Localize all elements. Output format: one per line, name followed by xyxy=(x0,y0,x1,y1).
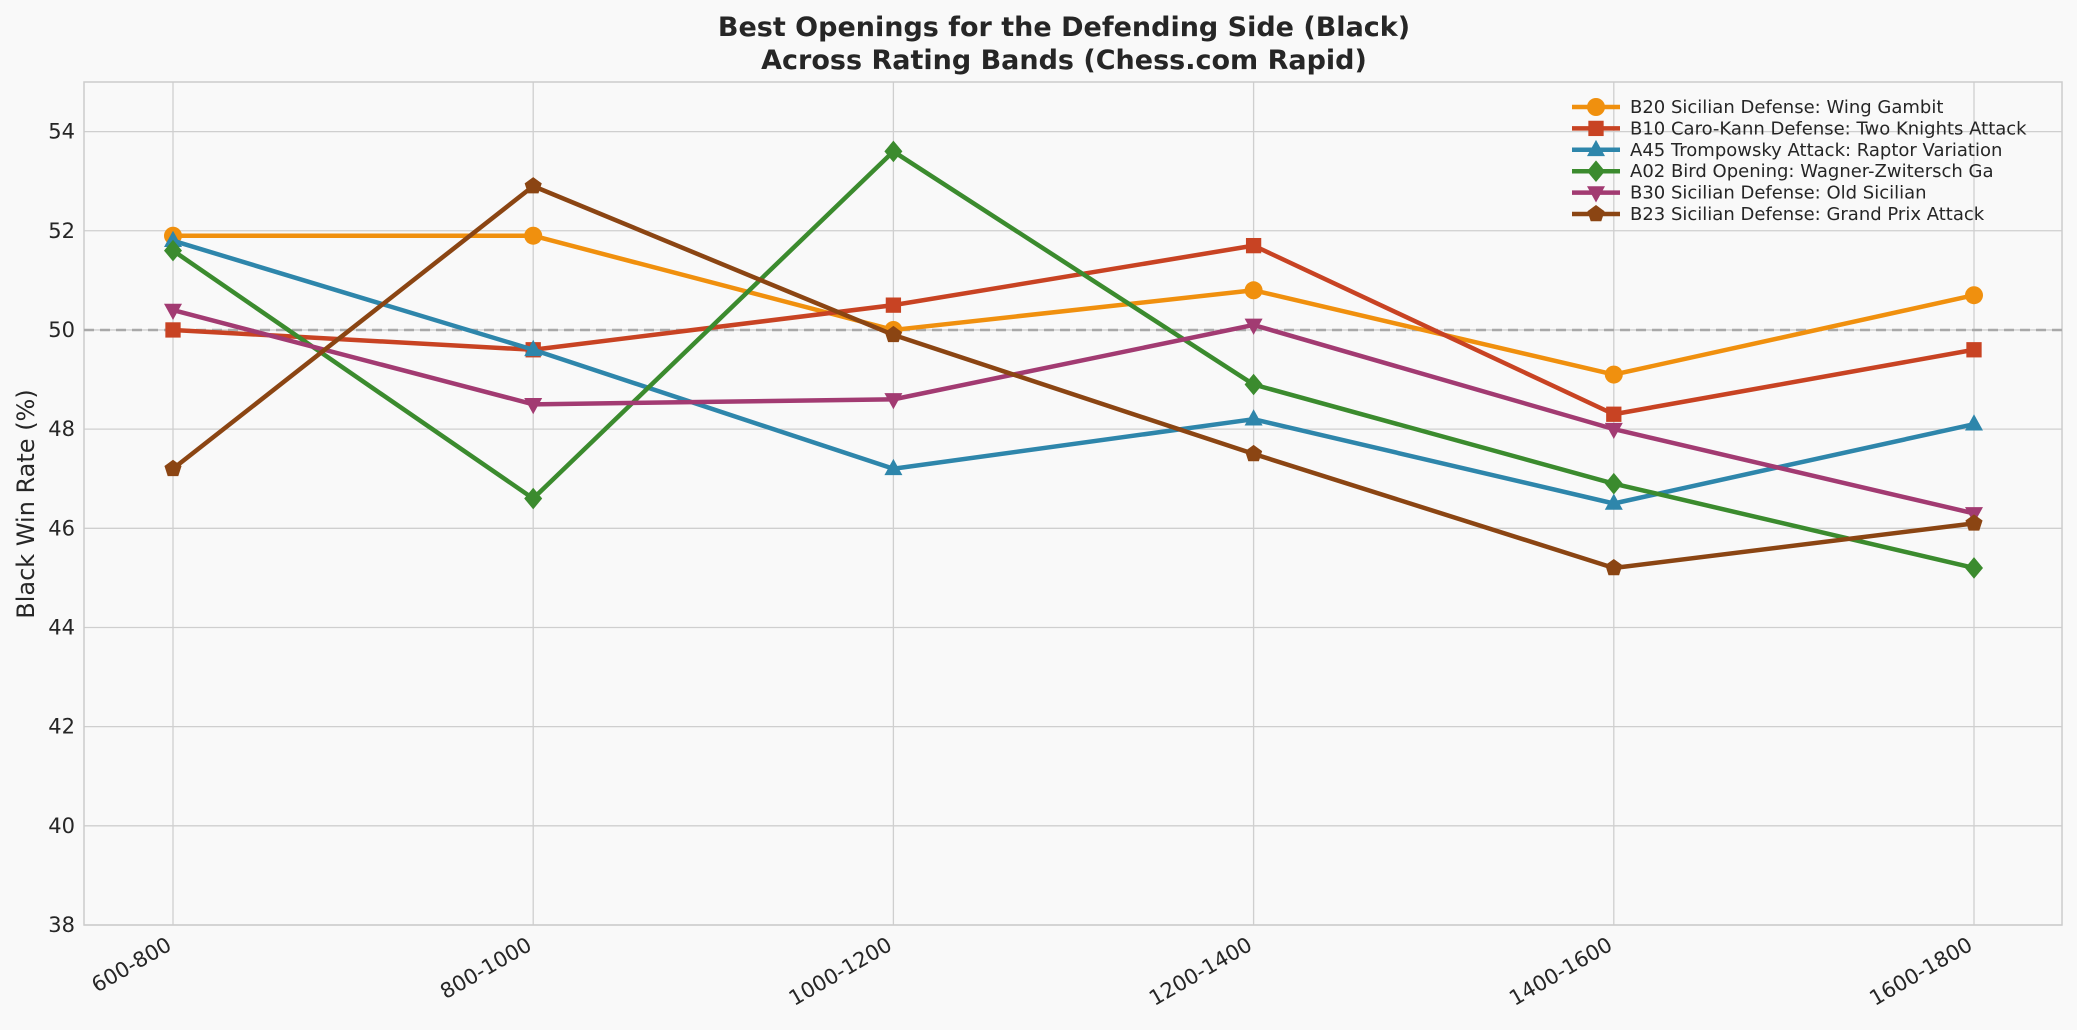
series-line xyxy=(170,183,1977,571)
data-point-marker xyxy=(1605,558,1623,576)
data-point-marker xyxy=(1604,422,1623,440)
data-point-marker xyxy=(1606,406,1622,422)
data-point-marker xyxy=(1244,281,1263,300)
legend-marker xyxy=(1587,160,1605,182)
legend-label: B23 Sicilian Defense: Grand Prix Attack xyxy=(1630,204,1985,225)
data-point-marker xyxy=(164,230,182,247)
y-tick-label: 46 xyxy=(48,516,75,540)
data-point-marker xyxy=(1604,472,1623,495)
legend-marker xyxy=(1587,186,1605,203)
data-point-marker xyxy=(524,177,542,194)
legend-marker xyxy=(1587,205,1605,222)
data-point-marker xyxy=(1965,557,1983,579)
y-tick-label: 40 xyxy=(48,814,75,838)
legend-entry-5: B23 Sicilian Defense: Grand Prix Attack xyxy=(1572,204,1985,225)
series-line xyxy=(170,307,1977,516)
y-tick-label: 38 xyxy=(48,913,75,937)
series-line xyxy=(170,149,1977,571)
series-line xyxy=(170,243,1977,417)
data-point-marker xyxy=(884,458,903,476)
legend-entry-1: B10 Caro-Kann Defense: Two Knights Attac… xyxy=(1572,118,2027,139)
legend-entry-3: A02 Bird Opening: Wagner-Zwitersch Ga xyxy=(1572,160,1994,182)
y-tick-label: 48 xyxy=(48,417,75,441)
y-axis-label: Black Win Rate (%) xyxy=(12,389,40,618)
legend-label: A45 Trompowsky Attack: Raptor Variation xyxy=(1630,140,2002,161)
data-point-marker xyxy=(884,140,903,163)
chart-title-line1: Best Openings for the Defending Side (Bl… xyxy=(718,12,1410,43)
series-5 xyxy=(164,177,1983,576)
legend-marker xyxy=(1587,98,1605,116)
data-point-marker xyxy=(524,487,543,510)
legend-entry-2: A45 Trompowsky Attack: Raptor Variation xyxy=(1572,140,2002,161)
y-tick-label: 42 xyxy=(48,715,75,739)
data-point-marker xyxy=(1965,286,1983,305)
data-point-marker xyxy=(164,459,182,477)
y-tick-label: 54 xyxy=(48,120,75,144)
series-4 xyxy=(164,303,1983,524)
series-2 xyxy=(164,230,1983,510)
data-point-marker xyxy=(524,339,543,357)
data-point-marker xyxy=(165,322,181,338)
series-line xyxy=(170,238,1977,506)
y-tick-label: 52 xyxy=(48,219,75,243)
legend-label: A02 Bird Opening: Wagner-Zwitersch Ga xyxy=(1630,161,1994,182)
legend-entry-0: B20 Sicilian Defense: Wing Gambit xyxy=(1572,97,1943,118)
plot-frame xyxy=(83,81,2063,926)
legend-entry-4: B30 Sicilian Defense: Old Sicilian xyxy=(1572,183,1927,204)
data-point-marker xyxy=(1245,444,1263,462)
plot-background xyxy=(84,82,2062,925)
y-tick-label: 44 xyxy=(48,615,75,639)
data-point-marker xyxy=(1244,318,1263,335)
data-point-marker xyxy=(885,297,902,313)
data-point-marker xyxy=(1604,493,1623,510)
data-point-marker xyxy=(164,303,182,321)
data-point-marker xyxy=(1604,365,1623,384)
data-point-marker xyxy=(524,226,543,245)
legend-marker xyxy=(1587,139,1605,157)
data-point-marker xyxy=(524,398,543,415)
data-point-marker xyxy=(1966,342,1982,358)
data-point-marker xyxy=(1244,373,1263,396)
data-point-marker xyxy=(1245,237,1262,254)
data-point-marker xyxy=(1965,414,1983,431)
legend-label: B20 Sicilian Defense: Wing Gambit xyxy=(1630,97,1943,118)
data-point-marker xyxy=(884,393,903,410)
data-point-marker xyxy=(164,239,182,262)
series-1 xyxy=(165,237,1982,422)
legend-marker xyxy=(1588,120,1604,137)
data-point-marker xyxy=(1244,409,1263,426)
series-3 xyxy=(164,140,1983,579)
y-tick-label: 50 xyxy=(48,318,75,342)
data-point-marker xyxy=(1965,514,1983,531)
chart-title-line2: Across Rating Bands (Chess.com Rapid) xyxy=(761,45,1367,76)
data-point-marker xyxy=(884,325,902,343)
legend-label: B10 Caro-Kann Defense: Two Knights Attac… xyxy=(1630,118,2027,139)
legend-label: B30 Sicilian Defense: Old Sicilian xyxy=(1630,183,1927,204)
